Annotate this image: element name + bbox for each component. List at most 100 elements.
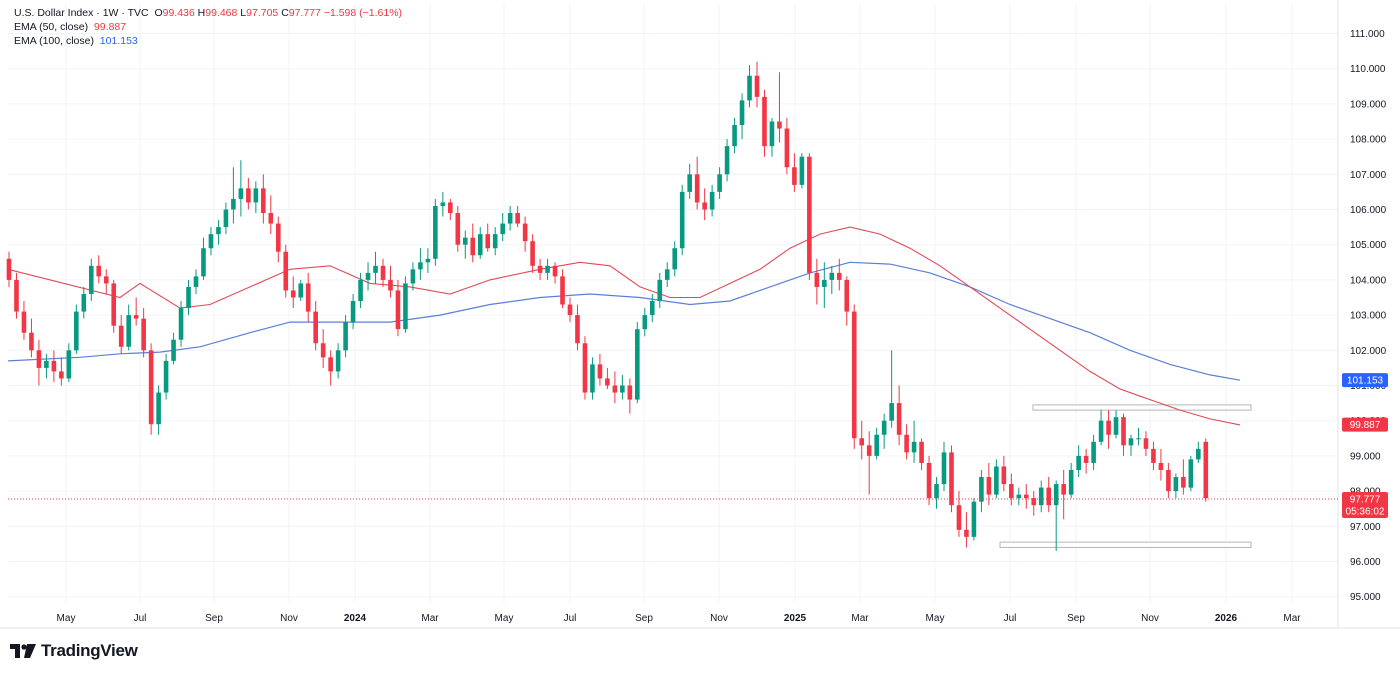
candle[interactable] bbox=[642, 308, 648, 337]
candle[interactable] bbox=[1038, 480, 1044, 513]
candle[interactable] bbox=[1106, 410, 1111, 449]
candle[interactable] bbox=[1166, 462, 1171, 499]
candle[interactable] bbox=[440, 191, 446, 217]
candle[interactable] bbox=[605, 367, 610, 390]
candle[interactable] bbox=[418, 248, 423, 280]
candle[interactable] bbox=[275, 216, 281, 263]
candle[interactable] bbox=[350, 293, 356, 330]
candle[interactable] bbox=[433, 198, 438, 266]
candle[interactable] bbox=[1031, 491, 1037, 516]
candle[interactable] bbox=[829, 265, 835, 294]
candle[interactable] bbox=[545, 258, 550, 280]
candle[interactable] bbox=[126, 304, 131, 351]
candle[interactable] bbox=[754, 61, 760, 108]
tradingview-logo[interactable]: TradingView bbox=[10, 641, 138, 661]
candle[interactable] bbox=[500, 213, 505, 242]
resistance-range-box[interactable] bbox=[1032, 404, 1252, 411]
candle[interactable] bbox=[1061, 469, 1066, 520]
candle[interactable] bbox=[747, 65, 752, 108]
candle[interactable] bbox=[216, 220, 221, 245]
candle[interactable] bbox=[822, 262, 827, 309]
candle[interactable] bbox=[477, 227, 483, 259]
candle[interactable] bbox=[560, 269, 565, 309]
candle[interactable] bbox=[470, 223, 476, 263]
candle[interactable] bbox=[784, 117, 790, 175]
candle[interactable] bbox=[335, 343, 341, 379]
candle[interactable] bbox=[223, 202, 229, 235]
candle[interactable] bbox=[530, 234, 535, 273]
candle[interactable] bbox=[238, 160, 244, 217]
candle[interactable] bbox=[851, 304, 857, 449]
candle[interactable] bbox=[956, 491, 962, 537]
candle[interactable] bbox=[103, 269, 109, 294]
candle[interactable] bbox=[462, 230, 468, 259]
candle[interactable] bbox=[567, 297, 573, 323]
candle[interactable] bbox=[612, 371, 618, 404]
candle[interactable] bbox=[896, 385, 902, 446]
legend-ema100-row[interactable]: EMA (100, close) 101.153 bbox=[14, 34, 402, 48]
candle[interactable] bbox=[141, 308, 146, 358]
candle[interactable] bbox=[343, 315, 348, 358]
candle[interactable] bbox=[934, 477, 939, 509]
candle[interactable] bbox=[866, 431, 872, 495]
candle[interactable] bbox=[290, 276, 296, 309]
candle[interactable] bbox=[657, 272, 663, 309]
candle[interactable] bbox=[59, 357, 64, 386]
candle[interactable] bbox=[814, 258, 820, 305]
candle[interactable] bbox=[268, 195, 274, 235]
candle[interactable] bbox=[163, 353, 169, 400]
candle[interactable] bbox=[425, 248, 431, 273]
candle[interactable] bbox=[231, 167, 236, 224]
candle[interactable] bbox=[1196, 441, 1201, 463]
candle[interactable] bbox=[792, 153, 797, 192]
candle[interactable] bbox=[1009, 473, 1014, 506]
candle[interactable] bbox=[1203, 438, 1209, 502]
candle[interactable] bbox=[881, 413, 887, 449]
candle[interactable] bbox=[807, 153, 812, 280]
candle[interactable] bbox=[537, 258, 543, 280]
candle[interactable] bbox=[253, 181, 259, 214]
candle[interactable] bbox=[111, 279, 117, 333]
candle[interactable] bbox=[941, 441, 947, 492]
candle[interactable] bbox=[320, 329, 326, 368]
candle[interactable] bbox=[365, 262, 371, 291]
candle[interactable] bbox=[507, 205, 513, 231]
candle[interactable] bbox=[1173, 473, 1179, 499]
candle[interactable] bbox=[687, 163, 692, 199]
candle[interactable] bbox=[709, 184, 715, 217]
candle[interactable] bbox=[492, 227, 498, 256]
candle[interactable] bbox=[1098, 410, 1104, 446]
candle[interactable] bbox=[208, 227, 214, 256]
candle[interactable] bbox=[74, 304, 79, 354]
candle[interactable] bbox=[388, 265, 393, 298]
candle[interactable] bbox=[762, 89, 767, 157]
candle[interactable] bbox=[148, 343, 154, 435]
candle[interactable] bbox=[1053, 480, 1059, 551]
candle[interactable] bbox=[926, 455, 932, 506]
candle[interactable] bbox=[799, 153, 805, 189]
candle[interactable] bbox=[694, 156, 700, 210]
candle[interactable] bbox=[732, 117, 737, 154]
candle[interactable] bbox=[88, 258, 94, 302]
candle[interactable] bbox=[410, 262, 416, 291]
candle[interactable] bbox=[1068, 462, 1074, 499]
candle[interactable] bbox=[1136, 427, 1141, 446]
candle[interactable] bbox=[51, 350, 57, 382]
ema50-line[interactable] bbox=[7, 226, 1241, 426]
candle[interactable] bbox=[358, 272, 363, 309]
candle[interactable] bbox=[1151, 441, 1156, 470]
candle[interactable] bbox=[21, 301, 27, 340]
candle[interactable] bbox=[911, 420, 917, 463]
candle[interactable] bbox=[171, 332, 176, 365]
candle[interactable] bbox=[1188, 455, 1194, 492]
candle[interactable] bbox=[448, 198, 453, 221]
candle[interactable] bbox=[1181, 459, 1186, 495]
candle[interactable] bbox=[246, 177, 251, 210]
candle[interactable] bbox=[96, 255, 102, 284]
candle[interactable] bbox=[373, 251, 378, 284]
support-range-box[interactable] bbox=[999, 541, 1252, 548]
candle[interactable] bbox=[305, 272, 311, 323]
candle[interactable] bbox=[724, 139, 730, 182]
candle[interactable] bbox=[1023, 484, 1029, 509]
